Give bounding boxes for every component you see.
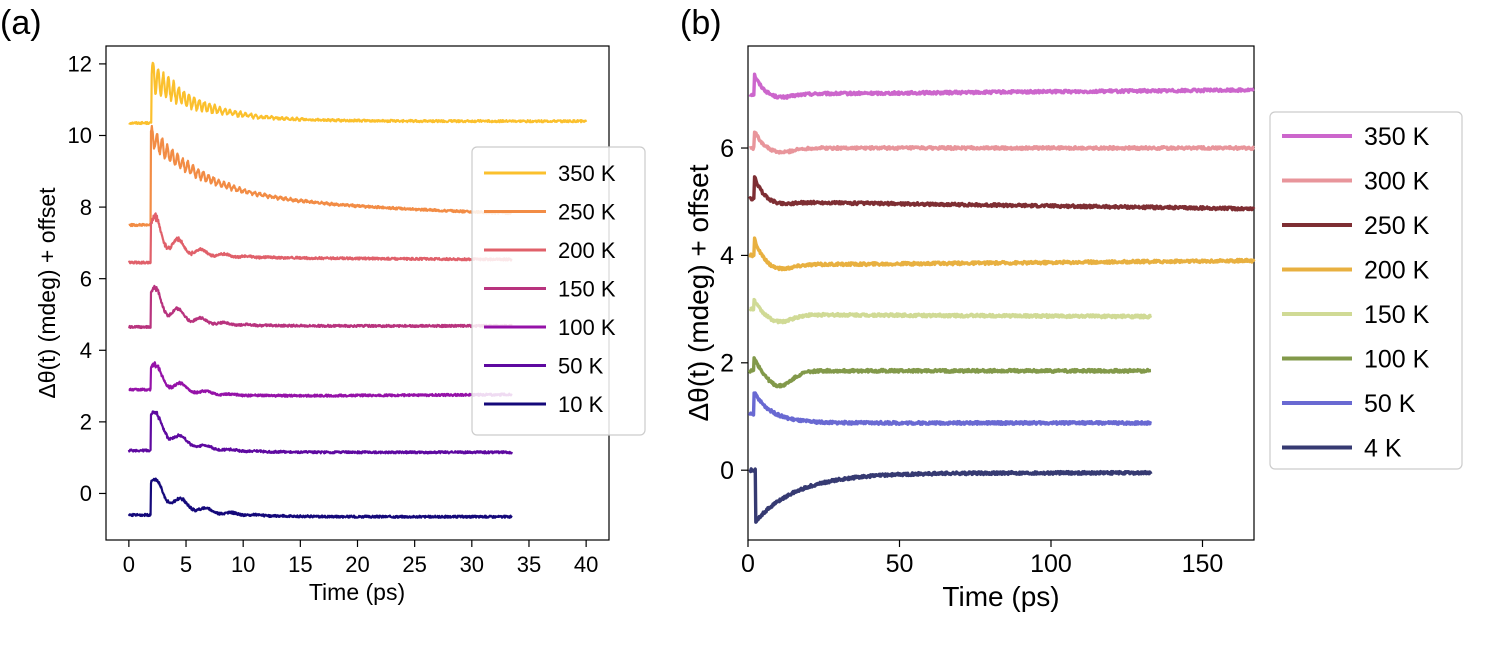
series-line-200-k xyxy=(748,236,1256,272)
series-line-350-k xyxy=(128,61,588,126)
legend-entry: 100 K xyxy=(1364,346,1430,374)
legend-entry: 50 K xyxy=(558,353,604,378)
y-tick-label: 8 xyxy=(80,195,92,220)
x-tick-label: 0 xyxy=(741,550,755,578)
legend-frame xyxy=(471,146,646,436)
plot-frame-b xyxy=(747,45,1255,541)
legend-entry: 200 K xyxy=(558,238,616,263)
series-line-300-k xyxy=(748,130,1255,155)
panel-label-b: (b) xyxy=(680,4,722,42)
legend-entry: 10 K xyxy=(558,392,604,417)
series-line-150-k xyxy=(748,297,1153,325)
legend-b: 350 K 300 K 250 K 200 K 150 K 100 K 50 K 4 K xyxy=(1269,111,1463,470)
y-tick-label: 12 xyxy=(68,52,92,77)
x-tick-label: 50 xyxy=(886,550,914,578)
series-line-50-k xyxy=(127,410,513,455)
series-group-a xyxy=(127,61,588,519)
legend-entry: 50 K xyxy=(1364,390,1416,418)
series-line-100-k xyxy=(128,361,513,398)
legend-entry: 250 K xyxy=(1364,212,1430,240)
series-line-350-k xyxy=(748,72,1255,100)
y-tick-label: 0 xyxy=(80,481,92,506)
y-tick-label: 10 xyxy=(68,123,92,148)
series-group-b xyxy=(747,72,1256,524)
series-line-10-k xyxy=(127,477,513,519)
x-tick-label: 0 xyxy=(123,552,135,577)
legend-entry: 150 K xyxy=(558,276,616,301)
y-tick-label: 6 xyxy=(720,135,734,163)
legend-entry: 300 K xyxy=(1364,168,1430,196)
panel-label-a: (a) xyxy=(0,4,42,42)
series-line-150-k xyxy=(127,284,513,330)
x-tick-label: 100 xyxy=(1030,550,1072,578)
x-tick-label: 10 xyxy=(231,552,255,577)
y-axis-label-a: Δθ(t) (mdeg) + offset xyxy=(34,187,60,399)
legend-entry: 100 K xyxy=(558,315,616,340)
y-tick-label: 4 xyxy=(720,242,734,270)
y-tick-label: 2 xyxy=(720,350,734,378)
ticks-group-b: 0 50 100 150 0 2 4 6 xyxy=(720,135,1223,578)
y-tick-label: 2 xyxy=(80,410,92,435)
chart-panel-a: 0 5 10 15 20 25 30 35 40 0 2 4 6 8 10 12 Time (ps) Δθ(t… xyxy=(34,45,646,605)
legend-entry: 350 K xyxy=(558,161,616,186)
series-line-100-k xyxy=(747,356,1153,389)
y-tick-label: 0 xyxy=(720,457,734,485)
series-line-50-k xyxy=(747,391,1153,426)
legend-entry: 4 K xyxy=(1364,435,1402,463)
series-line-250-k xyxy=(748,175,1256,212)
legend-a: 350 K 250 K 200 K 150 K 100 K 50 K 10 K xyxy=(471,146,646,436)
series-line-4-k xyxy=(748,467,1153,524)
legend-entry: 350 K xyxy=(1364,123,1430,151)
x-tick-label: 30 xyxy=(460,552,484,577)
legend-entry: 150 K xyxy=(1364,301,1430,329)
x-axis-label-a: Time (ps) xyxy=(309,579,405,605)
x-axis-label-b: Time (ps) xyxy=(942,581,1059,612)
x-tick-label: 35 xyxy=(517,552,541,577)
chart-panel-b: 0 50 100 150 0 2 4 6 Time (ps) Δθ(t) (mdeg) + o… xyxy=(683,45,1463,612)
legend-frame xyxy=(1269,111,1463,470)
x-tick-label: 150 xyxy=(1182,550,1224,578)
ticks-group-a: 0 5 10 15 20 25 30 35 40 0 2 4 6 8 10 12 xyxy=(68,52,599,577)
x-tick-label: 15 xyxy=(288,552,312,577)
x-tick-label: 20 xyxy=(345,552,369,577)
series-line-200-k xyxy=(127,212,513,265)
x-tick-label: 40 xyxy=(574,552,598,577)
series-line-250-k xyxy=(128,124,513,228)
x-tick-label: 25 xyxy=(402,552,426,577)
y-tick-label: 4 xyxy=(80,338,92,363)
x-tick-label: 5 xyxy=(180,552,192,577)
y-axis-label-b: Δθ(t) (mdeg) + offset xyxy=(683,164,714,421)
legend-entry: 250 K xyxy=(558,199,616,224)
y-tick-label: 6 xyxy=(80,266,92,291)
legend-entry: 200 K xyxy=(1364,257,1430,285)
